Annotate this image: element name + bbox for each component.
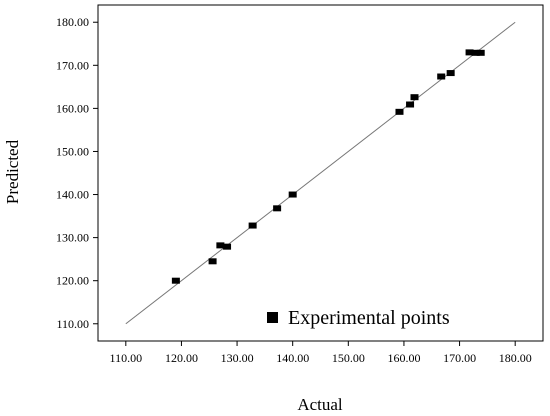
data-point (248, 222, 257, 229)
x-axis: 110.00 120.00 130.00 140.00 150.00 160.00 170.… (110, 341, 532, 365)
data-point (288, 191, 297, 198)
legend: Experimental points (267, 307, 450, 329)
x-tick-label: 110.00 (110, 351, 143, 365)
data-point (437, 73, 446, 80)
y-axis-title: Predicted (3, 139, 22, 204)
y-tick-label: 140.00 (56, 188, 89, 202)
reference-line (125, 21, 516, 325)
y-tick-label: 180.00 (56, 15, 89, 29)
data-point (406, 101, 415, 108)
x-tick-label: 140.00 (276, 351, 309, 365)
data-point (476, 49, 485, 56)
x-tick-label: 170.00 (443, 351, 476, 365)
legend-label: Experimental points (288, 307, 450, 329)
data-point (171, 277, 180, 284)
x-tick-label: 120.00 (165, 351, 198, 365)
plot-frame (97, 4, 544, 342)
x-tick-label: 180.00 (499, 351, 532, 365)
data-point (465, 49, 474, 56)
x-tick-label: 130.00 (221, 351, 254, 365)
y-tick-label: 150.00 (56, 144, 89, 158)
y-tick-label: 170.00 (56, 58, 89, 72)
y-tick-label: 110.00 (56, 317, 89, 331)
y-tick-label: 120.00 (56, 274, 89, 288)
x-tick-label: 160.00 (387, 351, 420, 365)
y-tick-label: 130.00 (56, 231, 89, 245)
data-point (223, 243, 232, 250)
data-point (273, 205, 282, 212)
y-axis: 110.00 120.00 130.00 140.00 150.00 160.00 170.… (56, 15, 98, 331)
data-points (171, 49, 485, 284)
x-tick-label: 150.00 (332, 351, 365, 365)
data-point (446, 70, 455, 77)
data-point (395, 108, 404, 115)
legend-marker (267, 312, 278, 323)
data-point (471, 49, 480, 56)
y-tick-label: 160.00 (56, 101, 89, 115)
data-point (208, 258, 217, 265)
x-axis-title: Actual (297, 395, 343, 414)
data-point (410, 94, 419, 101)
data-point (216, 242, 225, 249)
